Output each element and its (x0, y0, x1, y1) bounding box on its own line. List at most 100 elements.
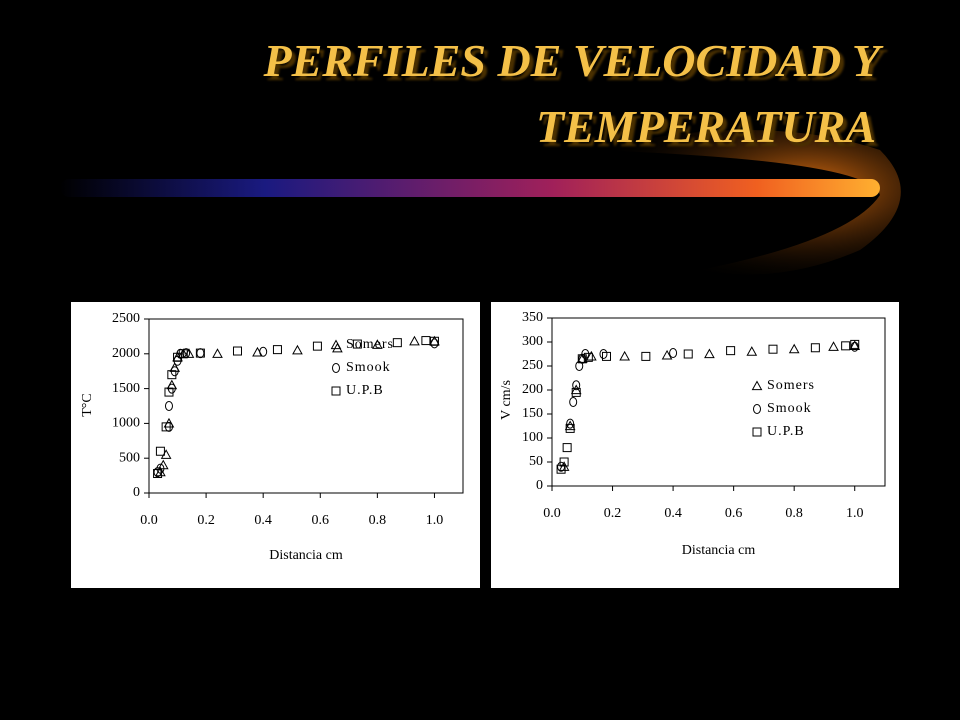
marker-triangle (564, 420, 576, 431)
y-tick-label: 50 (529, 454, 543, 469)
slide-title: PERFILES DE VELOCIDAD Y (263, 35, 880, 86)
legend-label: Smook (767, 401, 812, 416)
marker-triangle (586, 350, 597, 361)
marker-triangle (212, 348, 223, 358)
y-tick-label: 0 (536, 478, 543, 493)
marker-square (153, 469, 163, 479)
marker-circle (581, 349, 590, 359)
swoosh (590, 130, 901, 275)
chart-panel (71, 302, 480, 588)
marker-square (726, 346, 736, 356)
marker-square (167, 370, 177, 380)
marker-square (768, 344, 778, 354)
marker-circle (572, 380, 581, 391)
marker-square (559, 457, 569, 467)
x-axis-title: Distancia cm (682, 543, 756, 558)
marker-square (565, 423, 575, 433)
legend-label: U.P.B (767, 424, 805, 439)
marker-triangle (619, 350, 631, 361)
plot-frame (551, 317, 886, 487)
marker-triangle (292, 344, 303, 355)
marker-square (641, 351, 651, 361)
marker-triangle (746, 346, 758, 356)
y-tick-label: 0 (133, 485, 140, 500)
marker-triangle (849, 340, 861, 350)
marker-square (164, 387, 174, 397)
y-tick-label: 250 (522, 358, 543, 373)
marker-square (155, 446, 165, 456)
x-tick-label: 1.0 (846, 506, 864, 521)
y-tick-label: 2500 (112, 311, 140, 326)
marker-square (312, 341, 322, 351)
y-tick-label: 100 (522, 430, 543, 445)
slide-title: TEMPERATURA (536, 101, 876, 152)
marker-circle (332, 363, 340, 373)
marker-square (583, 352, 593, 362)
marker-square (161, 422, 171, 432)
y-tick-label: 150 (522, 406, 543, 421)
x-tick-label: 0.4 (254, 513, 272, 528)
marker-triangle (828, 341, 839, 351)
marker-circle (164, 401, 173, 411)
marker-triangle (157, 459, 169, 470)
y-tick-label: 350 (522, 310, 543, 325)
x-tick-label: 0.2 (197, 513, 215, 528)
chart-panel (491, 302, 899, 588)
marker-triangle (570, 384, 582, 395)
x-axis-title: Distancia cm (269, 548, 343, 563)
marker-circle (569, 397, 578, 407)
x-tick-label: 0.8 (369, 513, 387, 528)
marker-triangle (160, 449, 172, 459)
y-tick-label: 500 (119, 450, 140, 465)
plot-frame (148, 318, 464, 494)
x-tick-label: 0.6 (312, 513, 330, 528)
x-tick-label: 0.4 (664, 506, 682, 521)
marker-square (556, 464, 566, 474)
marker-triangle (661, 349, 673, 360)
marker-triangle (788, 343, 800, 354)
marker-circle (156, 463, 165, 474)
y-axis-title: V cm/s (499, 380, 514, 420)
marker-square (577, 354, 587, 364)
marker-triangle (372, 339, 383, 349)
legend-label: Somers (767, 378, 815, 393)
marker-triangle (409, 335, 420, 346)
marker-square (232, 346, 242, 356)
marker-circle (669, 348, 678, 359)
marker-triangle (183, 348, 195, 358)
marker-circle (599, 349, 608, 359)
marker-circle (259, 346, 268, 357)
marker-triangle (751, 380, 763, 391)
marker-square (601, 351, 611, 361)
marker-square (752, 427, 762, 437)
accent-bar (60, 179, 880, 197)
y-tick-label: 1500 (112, 381, 140, 396)
marker-square (392, 338, 402, 348)
marker-square (173, 352, 183, 362)
x-tick-label: 0.2 (604, 506, 622, 521)
marker-triangle (330, 339, 342, 350)
legend-label: U.P.B (346, 383, 384, 398)
marker-square (562, 443, 572, 453)
marker-square (850, 339, 860, 349)
y-tick-label: 1000 (112, 416, 140, 431)
marker-circle (170, 366, 179, 377)
y-tick-label: 2000 (112, 346, 140, 361)
y-axis-title: T°C (80, 393, 95, 417)
marker-circle (753, 404, 761, 414)
x-tick-label: 0.8 (785, 506, 803, 521)
marker-square (195, 348, 205, 358)
marker-circle (566, 418, 575, 429)
x-tick-label: 0.0 (543, 506, 561, 521)
marker-square (571, 387, 581, 397)
y-tick-label: 300 (522, 334, 543, 349)
marker-square (272, 345, 282, 355)
marker-square (810, 343, 820, 353)
x-tick-label: 1.0 (426, 513, 444, 528)
y-tick-label: 200 (522, 382, 543, 397)
marker-triangle (704, 348, 715, 359)
marker-square (331, 386, 341, 396)
marker-square (352, 339, 362, 349)
